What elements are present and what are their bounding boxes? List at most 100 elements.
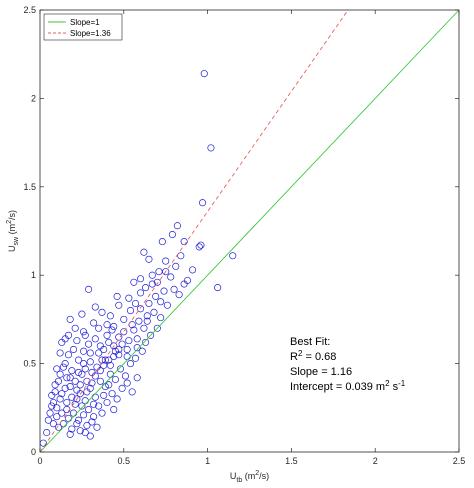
data-point: [118, 384, 126, 392]
best-fit-slope: Slope = 1.16: [290, 366, 352, 378]
data-point: [86, 349, 94, 357]
data-point: [73, 420, 81, 428]
data-point: [91, 303, 99, 311]
data-point: [90, 319, 98, 327]
data-point: [137, 305, 145, 313]
data-point: [61, 360, 69, 368]
legend: Slope=1 Slope=1.36: [43, 13, 123, 41]
data-point: [66, 315, 74, 323]
data-point: [158, 238, 166, 246]
x-tick-label: 0: [37, 456, 42, 466]
data-point: [73, 395, 81, 403]
data-point: [148, 280, 156, 288]
data-point: [116, 365, 125, 373]
data-point: [120, 315, 128, 323]
data-point: [143, 312, 151, 320]
data-point: [53, 404, 61, 412]
data-point: [130, 278, 138, 286]
data-point: [100, 391, 108, 399]
data-point: [163, 301, 171, 309]
data-point: [229, 252, 237, 260]
data-point: [128, 388, 136, 396]
data-point: [91, 335, 99, 343]
data-point: [157, 314, 165, 322]
data-point: [81, 365, 89, 373]
data-point: [80, 360, 88, 368]
data-point: [81, 428, 89, 437]
data-point: [68, 425, 76, 433]
data-point: [115, 301, 123, 309]
data-point: [103, 398, 111, 407]
data-point: [111, 375, 119, 384]
data-point: [53, 365, 61, 373]
data-point: [145, 299, 153, 308]
data-point: [46, 409, 54, 417]
data-point: [157, 298, 165, 306]
y-tick-label: 0: [31, 447, 36, 457]
data-point: [68, 367, 76, 375]
data-point: [162, 268, 170, 276]
data-point: [71, 377, 79, 385]
best-fit-title: Best Fit:: [290, 336, 330, 348]
data-point: [175, 291, 183, 299]
data-point: [214, 284, 222, 292]
data-point: [86, 432, 94, 440]
data-point: [78, 402, 86, 410]
legend-label-slope-1-36: Slope=1.36: [70, 29, 111, 38]
data-point: [110, 322, 118, 331]
data-point: [85, 340, 93, 348]
data-point: [76, 427, 84, 435]
data-point: [101, 356, 109, 364]
data-point: [168, 230, 176, 239]
x-tick-label: 2: [373, 456, 378, 466]
data-point: [150, 308, 158, 316]
data-point: [177, 252, 185, 260]
data-point: [61, 384, 69, 392]
data-point: [111, 347, 119, 355]
data-point: [113, 292, 121, 300]
y-tick-label: 1: [31, 270, 36, 280]
data-point: [180, 280, 188, 288]
data-point: [76, 381, 84, 389]
data-point: [49, 398, 57, 407]
data-point: [121, 372, 130, 380]
data-point: [153, 324, 161, 332]
best-fit-intercept: Intercept = 0.039 m2 s-1: [290, 379, 406, 393]
data-point: [130, 326, 138, 334]
data-point: [69, 345, 78, 354]
data-point: [75, 416, 83, 424]
x-axis-label: Utb (m2/s): [230, 470, 269, 484]
data-point: [115, 333, 123, 341]
data-point: [58, 409, 66, 417]
data-point: [152, 292, 160, 300]
data-point: [108, 326, 116, 334]
data-point: [98, 409, 106, 417]
data-point: [95, 349, 103, 357]
data-point: [88, 379, 96, 387]
data-point: [63, 398, 71, 407]
data-point: [88, 418, 96, 426]
data-point: [71, 324, 79, 332]
data-point: [110, 352, 118, 361]
legend-label-slope-1: Slope=1: [70, 18, 100, 27]
best-fit-r2: R2 = 0.68: [290, 349, 336, 363]
data-point: [123, 379, 131, 387]
data-point: [100, 345, 108, 354]
data-point: [80, 411, 88, 419]
data-point: [172, 262, 180, 270]
data-point: [145, 255, 153, 263]
data-point: [153, 278, 161, 286]
data-point: [80, 328, 88, 336]
data-point: [167, 273, 175, 281]
data-point: [66, 374, 74, 382]
data-point: [75, 356, 83, 364]
data-point: [195, 243, 203, 251]
data-point: [83, 388, 91, 396]
data-point: [110, 342, 118, 350]
data-point: [64, 351, 73, 359]
data-point: [48, 402, 56, 410]
data-point: [118, 340, 126, 348]
data-point: [123, 345, 131, 354]
data-point: [133, 344, 141, 352]
